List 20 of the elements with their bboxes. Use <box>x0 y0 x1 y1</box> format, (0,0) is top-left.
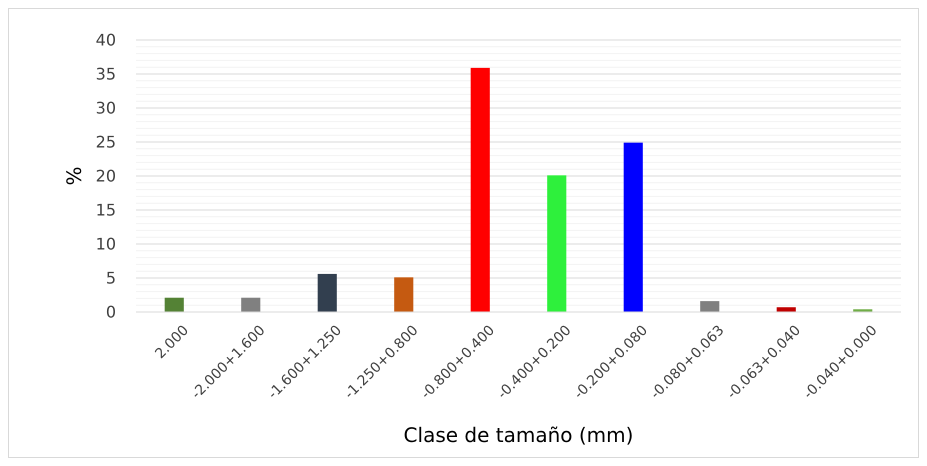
bar <box>776 307 796 312</box>
y-axis-title: % <box>62 166 86 186</box>
y-tick-label: 0 <box>106 302 116 322</box>
y-tick-label: 40 <box>96 30 116 50</box>
bar <box>318 274 337 312</box>
bar <box>164 298 184 312</box>
y-tick-label: 25 <box>96 132 116 152</box>
bar <box>547 175 566 312</box>
y-tick-label: 20 <box>96 166 116 186</box>
y-tick-label: 5 <box>106 268 116 288</box>
bar <box>624 142 643 312</box>
y-tick-label: 30 <box>96 98 116 118</box>
y-tick-label: 10 <box>96 234 116 254</box>
x-axis-title: Clase de tamaño (mm) <box>404 423 634 447</box>
bar <box>470 68 490 312</box>
bar <box>394 277 414 312</box>
y-tick-label: 15 <box>96 200 116 220</box>
bar <box>241 298 260 312</box>
bar <box>700 301 720 312</box>
y-tick-label: 35 <box>96 64 116 84</box>
